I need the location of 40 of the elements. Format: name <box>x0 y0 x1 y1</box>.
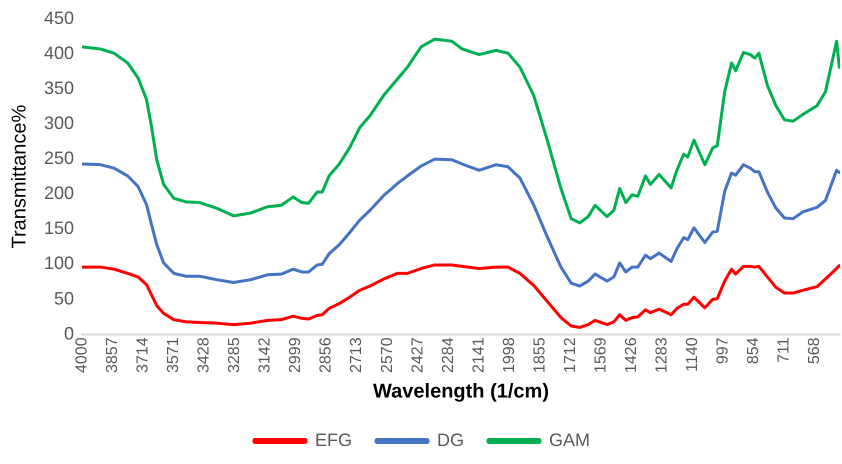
x-tick-label: 1998 <box>500 337 518 373</box>
x-tick-label: 1569 <box>592 337 610 373</box>
x-tick-label: 3714 <box>134 337 152 373</box>
x-tick-label: 3571 <box>165 337 182 373</box>
x-tick-label: 3428 <box>196 337 213 373</box>
x-tick-label: 1712 <box>562 337 579 373</box>
x-tick-label: 568 <box>806 337 824 364</box>
x-tick-label: 997 <box>714 337 732 364</box>
x-tick-label: 2713 <box>348 337 366 373</box>
x-tick-label: 1140 <box>684 337 702 372</box>
y-tick-label: 300 <box>44 112 74 133</box>
x-tick-label: 2999 <box>287 337 304 373</box>
x-tick-label: 4000 <box>73 337 90 373</box>
x-tick-label: 3857 <box>104 337 121 373</box>
y-tick-label: 200 <box>44 183 74 204</box>
y-tick-label: 450 <box>44 8 74 28</box>
x-axis-title: Wavelength (1/cm) <box>373 380 549 403</box>
x-tick-label: 1426 <box>623 337 640 373</box>
x-tick-label: 1855 <box>531 337 548 373</box>
y-tick-label: 400 <box>44 42 74 63</box>
y-axis-title: Transmittance% <box>8 104 31 248</box>
x-tick-label: 2856 <box>318 337 335 373</box>
y-tick-label: 150 <box>44 218 74 238</box>
x-tick-label: 2427 <box>409 337 426 373</box>
legend-label: GAM <box>549 430 590 450</box>
y-tick-label: 50 <box>54 288 74 308</box>
y-tick-label: 100 <box>44 253 74 274</box>
x-tick-label: 2284 <box>440 337 457 373</box>
y-tick-label: 350 <box>44 78 74 98</box>
x-tick-label: 711 <box>776 337 793 363</box>
y-tick-label: 250 <box>44 148 74 168</box>
legend-label: DG <box>437 430 464 450</box>
x-tick-label: 3285 <box>226 337 244 373</box>
x-tick-label: 854 <box>745 337 762 364</box>
x-tick-label: 3142 <box>256 337 274 373</box>
x-tick-label: 2141 <box>470 337 488 373</box>
x-tick-label: 2570 <box>378 337 396 373</box>
x-tick-label: 1283 <box>654 337 671 373</box>
y-tick-label: 0 <box>64 323 74 344</box>
legend-label: EFG <box>315 430 352 450</box>
